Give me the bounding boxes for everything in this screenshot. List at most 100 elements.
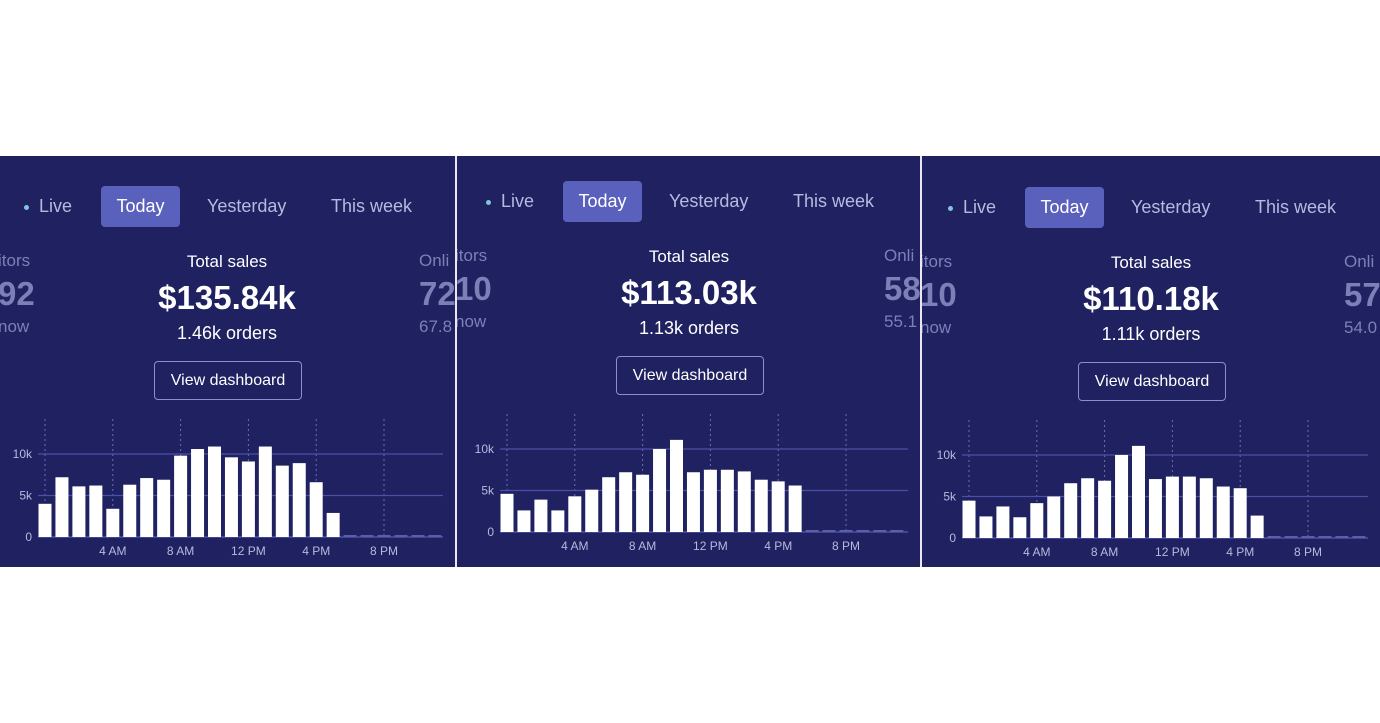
- online-sub: 55.1: [884, 312, 918, 331]
- visitors-sub: now: [922, 318, 952, 337]
- y-tick-label: 5k: [19, 489, 33, 503]
- tab-this-week[interactable]: This week: [331, 196, 413, 216]
- tab-this-week[interactable]: This week: [793, 191, 875, 211]
- x-tick-label: 8 AM: [167, 544, 194, 558]
- sales-bar: [241, 461, 255, 537]
- tab-today[interactable]: Today: [101, 186, 180, 227]
- online-value: 58: [884, 270, 920, 307]
- tab-label: Live: [501, 191, 535, 211]
- sales-bar-empty: [1318, 536, 1332, 538]
- sales-bar: [720, 469, 734, 532]
- x-tick-label: 4 PM: [1226, 545, 1254, 559]
- sales-panel: Live Today Yesterday This week itors 10 …: [922, 156, 1380, 567]
- sales-bar: [1047, 496, 1061, 538]
- sales-bar-empty: [856, 530, 870, 532]
- y-tick-label: 5k: [943, 490, 957, 504]
- online-sub: 54.0: [1344, 318, 1378, 337]
- view-dashboard-button[interactable]: View dashboard: [616, 356, 764, 395]
- visitors-stat: itors 10 now: [457, 246, 492, 332]
- y-tick-label: 5k: [481, 484, 495, 498]
- live-dot-icon: [24, 204, 29, 210]
- view-dashboard-button[interactable]: View dashboard: [154, 361, 302, 400]
- x-tick-label: 4 PM: [764, 539, 792, 553]
- online-label: Onli: [884, 246, 915, 265]
- live-dot-icon: [948, 205, 953, 211]
- sales-bar: [517, 510, 531, 532]
- x-tick-label: 8 PM: [1294, 545, 1322, 559]
- sales-bar: [191, 449, 205, 537]
- sales-bar: [1081, 478, 1095, 538]
- sales-bar-empty: [822, 530, 836, 532]
- sales-bar: [1064, 483, 1078, 538]
- tab-label: Live: [39, 196, 73, 216]
- tab-this-week[interactable]: This week: [1255, 197, 1337, 217]
- sales-bar: [636, 474, 650, 532]
- sales-bar-empty: [805, 530, 819, 532]
- sales-bar: [771, 481, 785, 532]
- sales-bar: [72, 486, 86, 537]
- sales-bar: [1233, 488, 1247, 538]
- sales-bar: [500, 493, 514, 532]
- tab-live[interactable]: Live: [948, 187, 996, 228]
- x-tick-label: 8 AM: [629, 539, 656, 553]
- online-label: Onli: [1344, 252, 1375, 271]
- x-tick-label: 8 AM: [1091, 545, 1118, 559]
- sales-bar: [1013, 517, 1027, 538]
- sales-bar: [38, 503, 52, 537]
- tab-live[interactable]: Live: [486, 181, 534, 222]
- sales-bar-empty: [1301, 536, 1315, 538]
- sales-bar: [653, 449, 667, 532]
- view-dashboard-button[interactable]: View dashboard: [1078, 362, 1226, 401]
- y-tick-label: 10k: [13, 447, 33, 461]
- sales-bar: [1216, 486, 1230, 538]
- y-tick-label: 0: [25, 530, 32, 544]
- sales-bar: [123, 484, 137, 537]
- tab-yesterday[interactable]: Yesterday: [1131, 197, 1211, 217]
- visitors-value: 10: [457, 270, 492, 307]
- sales-bar: [703, 469, 717, 532]
- sales-bar: [1250, 515, 1264, 538]
- sales-bar: [1148, 479, 1162, 538]
- total-sales-amount: $110.18k: [1083, 280, 1219, 317]
- sales-panel: Live Today Yesterday This week itors 92 …: [0, 156, 455, 567]
- live-dot-icon: [486, 199, 491, 205]
- tab-label: Live: [963, 197, 997, 217]
- sales-panel: Live Today Yesterday This week itors 10 …: [457, 156, 920, 567]
- visitors-value: 10: [922, 276, 957, 313]
- orders-count: 1.11k orders: [1101, 324, 1201, 344]
- orders-count: 1.46k orders: [176, 323, 278, 343]
- sales-bar: [1165, 476, 1179, 538]
- sales-bar: [686, 472, 700, 532]
- total-sales-amount: $135.84k: [158, 279, 296, 316]
- tab-live[interactable]: Live: [24, 186, 72, 227]
- total-sales-label: Total sales: [648, 247, 730, 266]
- online-label: Onli: [419, 251, 450, 270]
- sales-bar: [534, 499, 548, 532]
- tab-yesterday[interactable]: Yesterday: [207, 196, 287, 216]
- total-sales-label: Total sales: [1110, 253, 1192, 272]
- sales-bar: [619, 472, 633, 532]
- sales-bar: [585, 489, 599, 532]
- sales-bar: [962, 500, 976, 538]
- tab-yesterday[interactable]: Yesterday: [669, 191, 749, 211]
- sales-bar: [258, 446, 272, 537]
- visitors-label: itors: [0, 251, 31, 270]
- sales-bar-empty: [343, 535, 357, 537]
- sales-bar-empty: [377, 535, 391, 537]
- sales-bar: [157, 479, 171, 537]
- hourly-sales-chart: 0 5k 10k 4 AM 8 AM 12 PM 4 PM 8 PM: [475, 414, 908, 553]
- online-value: 72: [419, 275, 455, 312]
- sales-bar: [1199, 478, 1213, 538]
- visitors-label: itors: [457, 246, 488, 265]
- sales-bar: [275, 465, 289, 537]
- sales-bar-empty: [394, 535, 408, 537]
- y-tick-label: 10k: [475, 442, 495, 456]
- x-tick-label: 12 PM: [1155, 545, 1190, 559]
- sales-bar: [551, 510, 565, 532]
- sales-bar: [670, 439, 683, 532]
- tab-today[interactable]: Today: [563, 181, 642, 222]
- sales-bar: [1098, 480, 1112, 538]
- sales-bar-empty: [428, 535, 442, 537]
- tab-today[interactable]: Today: [1025, 187, 1104, 228]
- sales-bar: [737, 471, 751, 532]
